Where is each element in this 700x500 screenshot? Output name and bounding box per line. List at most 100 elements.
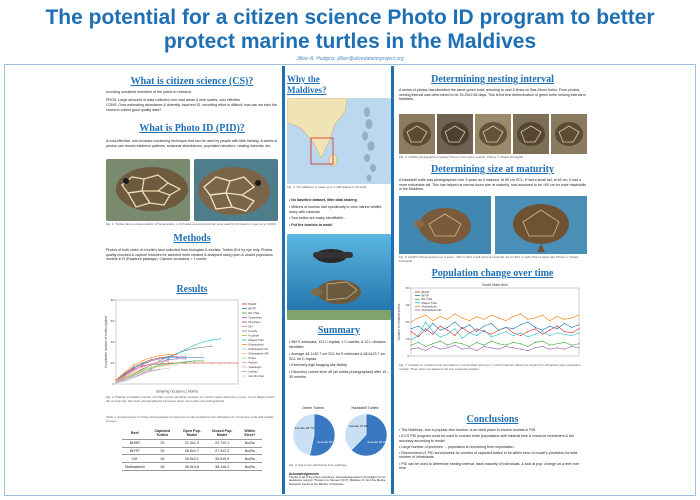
legend-label: Maaya Thila [422,301,438,305]
data-point [468,324,470,326]
data-point [132,364,134,366]
data-point [549,329,551,331]
data-point [124,379,126,381]
data-point [124,377,126,379]
series-line [410,325,580,338]
data-point [512,316,514,318]
hawksbill-turtle-pie [344,413,388,457]
series-line [115,354,177,381]
y-tick-label: 0 [112,382,114,386]
data-point [498,329,500,331]
data-point [439,348,441,350]
data-point [468,320,470,322]
title-line-1: The potential for a citizen science Phot… [45,6,655,29]
list-item: • Discovery curves level off (all turtle… [289,369,390,379]
legend-label: Bis Thila [249,311,260,315]
pie-left-female-label: Female 46.7% [295,426,315,430]
data-point [454,341,456,343]
data-point [159,355,161,357]
column-middle: Why the Maldives? Fig. 3: The Maldives i… [285,68,393,492]
maturity-text: A hawksbill turtle was photographed over… [399,178,587,192]
data-point [534,341,536,343]
data-point [556,332,558,334]
pie-right-title: Hawksbill Turtles [351,406,379,410]
data-point [176,357,178,359]
data-point [124,378,126,380]
data-point [512,347,514,349]
pie-slice [292,413,315,456]
data-point [505,326,507,328]
table-cell: 26.8±1.7 [177,447,207,456]
y-tick-label: 25 [406,320,410,324]
methods-text: Photos of both sides of a turtle's face … [106,248,273,262]
data-point [439,325,441,327]
data-point [571,326,573,328]
table-header: Within Error? [237,428,262,440]
data-point [468,347,470,349]
data-point [159,360,161,362]
nesting-photo [551,114,587,154]
discovery-curve-chart: 0 20 40 60 80 Sampling Occasion (1 Month) Cumu… [104,298,269,394]
plot-area [115,299,239,385]
data-point [410,328,412,330]
data-point [520,348,522,350]
pie-left-title: Green Turtles [302,406,324,410]
data-point [185,349,187,351]
data-point [563,322,565,324]
data-point [115,381,117,383]
pid-caption: Fig. 1: Turtles have a unique pattern of… [106,222,276,226]
data-point [167,362,169,364]
data-point [498,348,500,350]
data-point [432,333,434,335]
results-caption: Fig. 2: Plotting cumulative number of tu… [106,395,275,403]
pie-caption: Fig. 4: Age & sex distribution from sigh… [289,463,347,467]
data-point [425,321,427,323]
cs-cons: CONS: Over-estimating abundance & divers… [106,103,277,112]
data-point [520,324,522,326]
green-turtle-pie [292,413,336,457]
data-point [439,316,441,318]
left-margin [6,68,98,492]
list-item: • A CS PID program could be used to moni… [399,434,575,443]
pid-text: A cost-effective, non-invasive monitorin… [106,139,278,148]
y-tick-label: 0 [407,354,409,358]
data-point [417,347,419,349]
data-point [167,356,169,358]
data-point [237,362,239,364]
data-point [150,363,152,365]
data-point [141,371,143,373]
why-heading: Why the Maldives? [287,74,343,96]
data-point [476,316,478,318]
data-point [439,340,441,342]
table-cell: 35.5±5.9 [206,454,238,464]
series-line [410,340,580,347]
data-point [410,330,412,333]
legend-label: Crassbees [249,316,263,320]
plot-area [410,287,580,357]
data-point [425,328,427,330]
data-point [432,320,434,322]
data-point [578,314,580,316]
data-point [115,380,117,382]
why-caption: Fig. 3: The Maldives is made up of 1,200… [287,185,367,189]
data-point [454,313,456,315]
data-point [141,370,143,372]
data-point [141,362,143,364]
series-line [410,321,580,332]
data-point [132,367,134,369]
table-cell: 38.1±6.2 [206,462,238,471]
data-point [124,374,126,376]
population-caption: Fig. 7: Variation in resident turtle pop… [399,363,581,371]
data-point [185,357,187,359]
legend-label: Muthaafushi HR [249,352,269,356]
legend-label: Pinaa [249,356,257,360]
list-item: • Put the tourists to work! [289,222,333,227]
table-header: Captured Turtles [147,428,178,440]
data-point [193,347,195,349]
data-point [461,328,463,330]
data-point [150,360,152,362]
legend-label: Muthaafushi [249,343,265,347]
data-point [556,325,558,327]
legend-label: BHTP [249,307,257,311]
data-point [132,377,134,379]
